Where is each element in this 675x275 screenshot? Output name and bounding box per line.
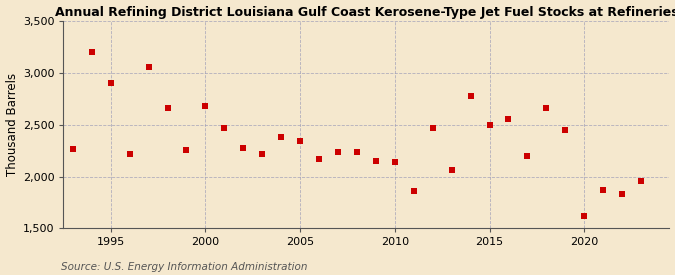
Point: [105, 81, 116, 85]
Point: [560, 128, 570, 132]
Point: [238, 145, 248, 150]
Point: [124, 152, 135, 156]
Point: [314, 157, 325, 161]
Y-axis label: Thousand Barrels: Thousand Barrels: [5, 73, 18, 176]
Point: [257, 152, 268, 156]
Point: [295, 139, 306, 144]
Text: Source: U.S. Energy Information Administration: Source: U.S. Energy Information Administ…: [61, 262, 307, 272]
Point: [371, 159, 381, 163]
Point: [162, 106, 173, 110]
Point: [598, 187, 609, 192]
Point: [143, 65, 154, 69]
Point: [617, 192, 628, 196]
Point: [484, 123, 495, 127]
Point: [465, 94, 476, 98]
Point: [541, 105, 551, 110]
Point: [200, 104, 211, 108]
Title: Annual Refining District Louisiana Gulf Coast Kerosene-Type Jet Fuel Stocks at R: Annual Refining District Louisiana Gulf …: [55, 6, 675, 18]
Point: [503, 117, 514, 121]
Point: [276, 135, 287, 139]
Point: [636, 178, 647, 183]
Point: [408, 188, 419, 193]
Point: [389, 160, 400, 164]
Point: [579, 214, 590, 218]
Point: [181, 148, 192, 152]
Point: [86, 50, 97, 54]
Point: [427, 126, 438, 130]
Point: [446, 168, 457, 173]
Point: [352, 150, 362, 154]
Point: [219, 126, 230, 130]
Point: [68, 146, 78, 151]
Point: [333, 150, 344, 154]
Point: [522, 154, 533, 158]
